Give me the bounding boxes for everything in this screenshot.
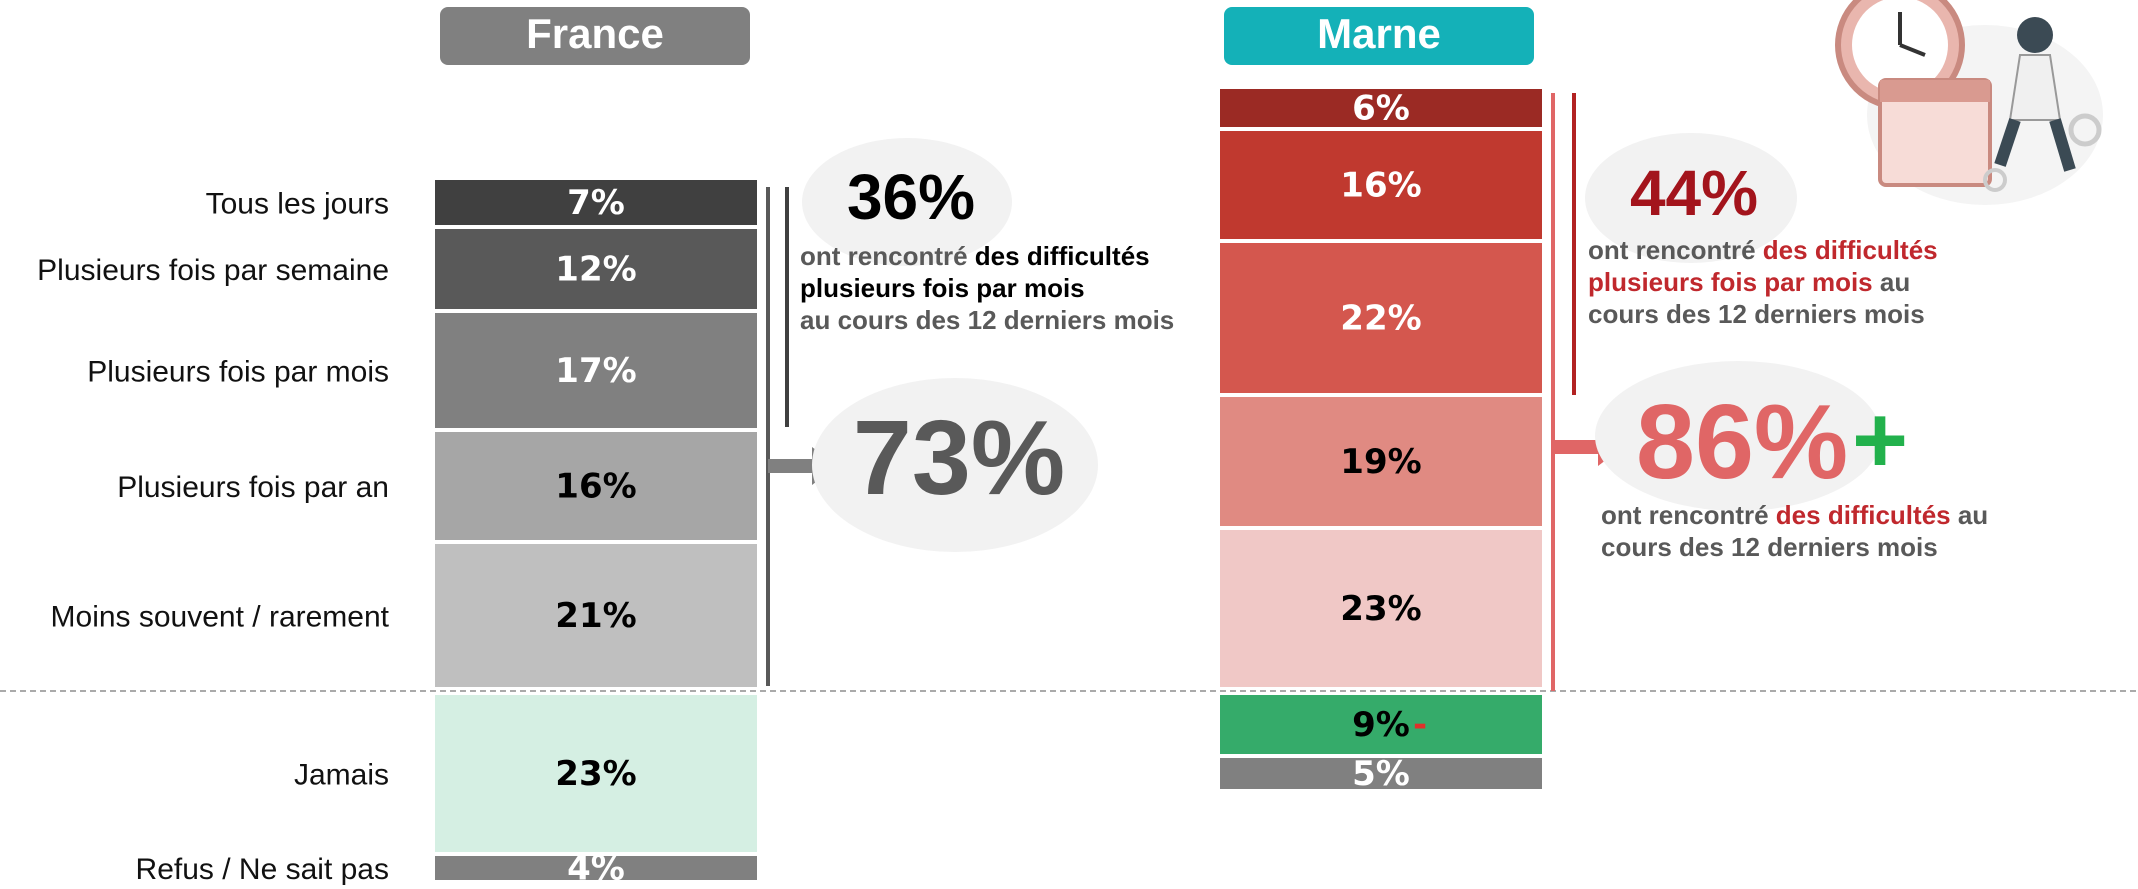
annotation-run: des difficultés	[975, 241, 1150, 271]
segment-label: 21%	[555, 596, 636, 636]
bar-segment	[435, 432, 757, 540]
annotation-run: au	[1873, 267, 1911, 297]
highlight-bubble	[1585, 133, 1797, 263]
segment-label: 5%	[1352, 754, 1410, 794]
minus-sign: -	[1413, 705, 1427, 745]
segment-label: 12%	[555, 250, 636, 290]
annotation-run: des difficultés	[1776, 500, 1951, 530]
highlight-value: 73%	[853, 399, 1065, 517]
bar-segment	[435, 544, 757, 687]
bar-segment	[435, 180, 757, 225]
highlight-value: 44%	[1630, 157, 1758, 229]
bar-segment	[435, 229, 757, 309]
segment-label: 6%	[1352, 89, 1410, 129]
bar-segment	[435, 313, 757, 428]
annotation-line: plusieurs fois par mois	[800, 273, 1085, 303]
annotation-run: ont rencontré	[1588, 235, 1763, 265]
header-box	[1224, 7, 1534, 65]
bar-segment	[1220, 397, 1542, 526]
category-label: Moins souvent / rarement	[51, 600, 390, 633]
segment-label: 23%	[555, 754, 636, 794]
bar-segment	[435, 695, 757, 852]
bar-segment	[1220, 89, 1542, 127]
annotation-run: des difficultés	[1763, 235, 1938, 265]
category-label: Plusieurs fois par mois	[87, 355, 389, 388]
segment-label: 7%	[567, 183, 625, 223]
annotation-run: cours des 12 derniers mois	[1601, 532, 1938, 562]
annotation-run: ont rencontré	[1601, 500, 1776, 530]
bar-segment	[1220, 695, 1542, 754]
bar-segment	[1220, 758, 1542, 789]
illustration	[1835, 0, 2103, 205]
segment-label: 16%	[1340, 166, 1421, 206]
annotation-run: plusieurs fois par mois	[800, 273, 1085, 303]
segment-label: 16%	[555, 467, 636, 507]
segment-label: 19%	[1340, 442, 1421, 482]
annotation-line: cours des 12 derniers mois	[1601, 532, 1938, 562]
highlight-value: 86%	[1636, 383, 1848, 501]
header-title: France	[526, 10, 664, 57]
annotation-line: cours des 12 derniers mois	[1588, 299, 1925, 329]
segment-label: 23%	[1340, 589, 1421, 629]
annotation-line: plusieurs fois par mois au	[1588, 267, 1910, 297]
bar-segment	[1220, 530, 1542, 687]
annotation-run: au	[1951, 500, 1989, 530]
annotation-line: ont rencontré des difficultés	[1588, 235, 1938, 265]
highlight-bubble	[812, 378, 1098, 552]
annotation-line: ont rencontré des difficultés	[800, 241, 1150, 271]
category-label: Refus / Ne sait pas	[136, 853, 389, 886]
category-label: Plusieurs fois par an	[117, 471, 389, 504]
highlight-bubble	[802, 138, 1012, 266]
annotation-line: au cours des 12 derniers mois	[800, 305, 1174, 335]
segment-label: 22%	[1340, 299, 1421, 339]
annotation-line: ont rencontré des difficultés au	[1601, 500, 1988, 530]
highlight-bubble	[1595, 361, 1881, 511]
category-label: Plusieurs fois par semaine	[37, 254, 389, 287]
header-title: Marne	[1317, 10, 1441, 57]
annotation-run: plusieurs fois par mois	[1588, 267, 1873, 297]
category-label: Jamais	[294, 758, 389, 791]
segment-label: 9%	[1352, 705, 1410, 745]
bar-segment	[435, 856, 757, 880]
annotation-run: cours des 12 derniers mois	[1588, 299, 1925, 329]
plus-sign: +	[1852, 386, 1908, 493]
category-label: Tous les jours	[206, 187, 389, 220]
bar-segment	[1220, 243, 1542, 393]
annotation-run: au cours des 12 derniers mois	[800, 305, 1174, 335]
segment-label: 17%	[555, 351, 636, 391]
header-box	[440, 7, 750, 65]
segment-label: 4%	[567, 849, 625, 889]
highlight-value: 36%	[847, 161, 975, 233]
annotation-run: ont rencontré	[800, 241, 975, 271]
bar-segment	[1220, 131, 1542, 239]
